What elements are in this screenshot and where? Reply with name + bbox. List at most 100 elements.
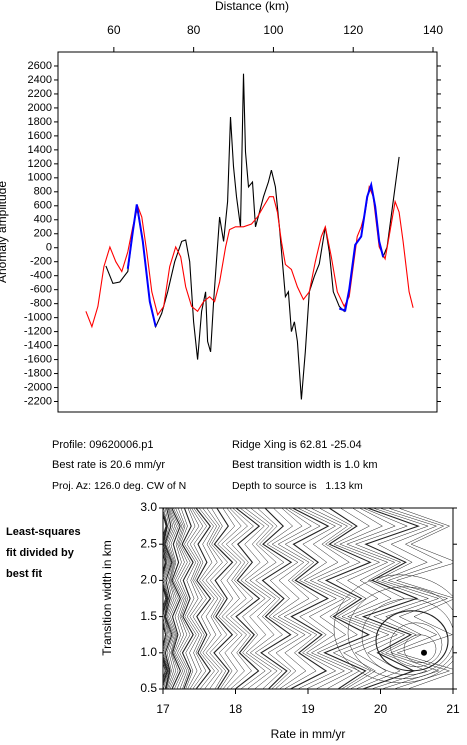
contour-line bbox=[169, 508, 179, 689]
contour-line bbox=[389, 622, 443, 668]
contour-line bbox=[297, 508, 337, 689]
contour-line bbox=[164, 508, 173, 689]
info: Depth to source is 1.13 km bbox=[232, 480, 363, 492]
contour-line bbox=[221, 508, 243, 689]
contour-line bbox=[217, 508, 238, 689]
info: Profile: 09620006.p1 bbox=[52, 439, 154, 451]
contour-line bbox=[175, 508, 186, 689]
y-tick-label: 2.5 bbox=[140, 536, 157, 550]
contour-line bbox=[271, 508, 306, 689]
note: best fit bbox=[6, 568, 42, 580]
contour-field bbox=[163, 508, 453, 689]
data-line bbox=[126, 204, 157, 327]
contour-line bbox=[403, 634, 437, 664]
contour-line bbox=[333, 574, 453, 684]
contour-line bbox=[379, 508, 440, 689]
plot-frame bbox=[57, 51, 438, 413]
y-axis-label: Anomaly amplitude bbox=[0, 181, 9, 283]
contour-line bbox=[198, 508, 215, 689]
contour-line bbox=[353, 508, 408, 689]
contour-line bbox=[395, 508, 453, 689]
contour-line bbox=[339, 508, 390, 689]
y-tick-label: 0.5 bbox=[140, 681, 157, 695]
contour-line bbox=[189, 508, 204, 689]
x-axis-label: Distance (km) bbox=[215, 0, 289, 13]
series-group bbox=[85, 73, 414, 400]
y-axis-label: Transition width in km bbox=[100, 540, 114, 656]
y-tick-label: 2600 bbox=[28, 60, 52, 72]
data-line bbox=[338, 180, 385, 312]
data-line bbox=[85, 184, 414, 329]
contour-line bbox=[239, 508, 266, 689]
x-tick-label: 120 bbox=[343, 23, 363, 37]
contour-line bbox=[186, 508, 200, 689]
contour-line bbox=[165, 508, 174, 689]
contour-line bbox=[168, 508, 177, 689]
contour-line bbox=[181, 508, 194, 689]
y-tick-label: 400 bbox=[34, 214, 52, 226]
contour-line bbox=[277, 508, 312, 689]
contour-line bbox=[249, 508, 278, 689]
contour-line bbox=[346, 508, 399, 689]
y-tick-label: -600 bbox=[30, 284, 52, 296]
contour-line bbox=[173, 508, 183, 689]
y-tick-label: 1.0 bbox=[140, 645, 157, 659]
x-tick-label: 18 bbox=[229, 702, 243, 716]
y-tick-label: 2000 bbox=[28, 102, 52, 114]
x-tick-label: 19 bbox=[301, 702, 315, 716]
info: Ridge Xing is 62.81 -25.04 bbox=[232, 439, 362, 451]
y-tick-label: 1000 bbox=[28, 172, 52, 184]
y-tick-label: -200 bbox=[30, 256, 52, 268]
contour-line bbox=[209, 508, 228, 689]
contour-line bbox=[195, 508, 212, 689]
contour-line bbox=[163, 509, 169, 689]
contour-line bbox=[361, 508, 420, 689]
note: Least-squares bbox=[6, 526, 81, 538]
x-tick-label: 80 bbox=[187, 23, 201, 37]
contour-line bbox=[375, 610, 449, 672]
x-axis-label: Rate in mm/yr bbox=[271, 727, 346, 741]
contour-line bbox=[244, 508, 272, 689]
note: fit divided by bbox=[6, 547, 75, 559]
y-tick-label: 1600 bbox=[28, 130, 52, 142]
contour-line bbox=[234, 508, 261, 689]
best-fit-point bbox=[421, 649, 427, 656]
info: Best transition width is 1.0 km bbox=[232, 459, 378, 471]
x-tick-label: 100 bbox=[263, 23, 283, 37]
y-tick-label: -2000 bbox=[24, 381, 52, 393]
y-tick-label: 2400 bbox=[28, 74, 52, 86]
contour-line bbox=[163, 514, 167, 681]
y-tick-label: 600 bbox=[34, 200, 52, 212]
contour-line bbox=[387, 508, 451, 689]
contour-line bbox=[171, 508, 182, 689]
y-tick-label: 1400 bbox=[28, 144, 52, 156]
x-tick-label: 60 bbox=[107, 23, 121, 37]
contour-line bbox=[163, 508, 170, 689]
x-tick-label: 20 bbox=[374, 702, 388, 716]
y-tick-label: 2200 bbox=[28, 88, 52, 100]
y-tick-label: 3.0 bbox=[140, 500, 157, 514]
x-tick-label: 21 bbox=[446, 702, 460, 716]
y-tick-label: 800 bbox=[34, 186, 52, 198]
contour-line bbox=[163, 512, 168, 686]
y-tick-label: -1800 bbox=[24, 367, 52, 379]
contour-line bbox=[192, 508, 208, 689]
y-tick-label: -2200 bbox=[24, 395, 52, 407]
y-tick-label: 1200 bbox=[28, 158, 52, 170]
y-tick-label: -800 bbox=[30, 298, 52, 310]
y-tick-label: 0 bbox=[46, 242, 52, 254]
y-tick-label: 200 bbox=[34, 228, 52, 240]
data-line bbox=[105, 73, 400, 400]
contour-line bbox=[225, 508, 248, 689]
contour-line bbox=[213, 508, 234, 689]
contour-line bbox=[205, 508, 223, 689]
contour-line bbox=[163, 508, 171, 689]
contour-line bbox=[371, 508, 430, 689]
contour-line bbox=[290, 508, 330, 689]
info: Best rate is 20.6 mm/yr bbox=[52, 459, 165, 471]
contour-line bbox=[316, 508, 361, 689]
contour-line bbox=[283, 508, 321, 689]
contour-line bbox=[309, 508, 354, 689]
contour-line bbox=[179, 508, 191, 689]
contour-line bbox=[323, 508, 372, 689]
